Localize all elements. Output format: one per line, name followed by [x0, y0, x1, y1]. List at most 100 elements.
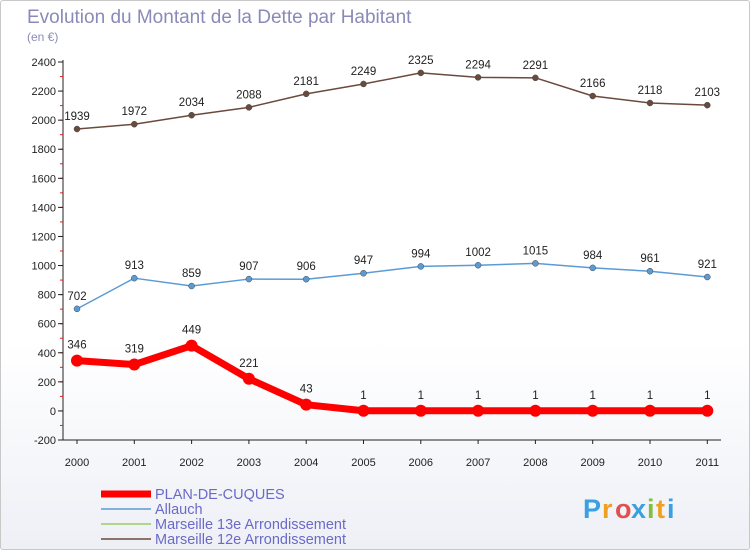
y-tick-label: 1000 — [32, 261, 56, 273]
x-tick-label: 2005 — [351, 457, 375, 469]
data-label: 994 — [411, 248, 431, 260]
x-tick-label: 2006 — [409, 457, 433, 469]
data-label: 1 — [589, 390, 595, 402]
data-point — [302, 275, 310, 283]
legend-label: Marseille 13e Arrondissement — [155, 517, 346, 533]
logo-letter: i — [667, 494, 675, 524]
data-label: 2088 — [236, 89, 262, 101]
data-label: 1972 — [122, 106, 148, 118]
logo-letter: r — [602, 494, 613, 524]
data-point — [188, 111, 195, 119]
series-line — [76, 262, 709, 310]
data-label: 2181 — [293, 76, 319, 88]
logo-letter: i — [647, 494, 655, 524]
data-point — [131, 274, 138, 282]
logo-letter: x — [631, 494, 646, 524]
y-tick-label: 200 — [38, 377, 56, 389]
data-label: 1 — [532, 390, 538, 402]
x-tick-label: 2000 — [65, 457, 89, 469]
data-label: 921 — [698, 259, 717, 271]
data-point — [360, 80, 367, 88]
data-label: 2034 — [179, 97, 205, 109]
y-tick-label: 0 — [50, 406, 56, 418]
data-label: 947 — [354, 255, 373, 267]
x-tick-label: 2004 — [294, 457, 318, 469]
data-point — [532, 74, 539, 82]
data-label: 1002 — [465, 247, 491, 259]
legend-label: Allauch — [155, 502, 203, 518]
data-point — [71, 354, 83, 367]
data-point — [242, 372, 255, 385]
data-point — [245, 104, 253, 111]
data-label: 43 — [300, 384, 313, 396]
data-label: 2103 — [695, 87, 721, 99]
x-tick-label: 2010 — [638, 457, 662, 469]
data-label: 1015 — [523, 245, 549, 257]
data-point — [472, 404, 485, 417]
data-point — [73, 305, 81, 313]
data-point — [417, 263, 425, 270]
data-point — [357, 404, 370, 417]
y-tick-label: 1200 — [32, 231, 56, 243]
y-tick-label: -200 — [34, 435, 56, 447]
x-tick-label: 2001 — [122, 457, 146, 469]
data-label: 1 — [360, 390, 366, 402]
data-label: 702 — [67, 291, 86, 303]
data-label: 319 — [125, 344, 144, 356]
series-line — [76, 72, 709, 130]
data-point — [360, 269, 367, 277]
data-point — [704, 101, 711, 109]
y-tick-label: 1600 — [32, 173, 56, 185]
data-label: 1 — [418, 390, 424, 402]
data-point — [131, 120, 138, 128]
data-label: 984 — [583, 250, 603, 262]
data-point — [586, 404, 599, 417]
data-label: 2294 — [465, 59, 491, 71]
y-tick-label: 2200 — [32, 86, 56, 98]
data-point — [245, 275, 253, 283]
data-labels: 702 913 859 907 906 947 994 1002 1015 984 961 921 19… — [64, 55, 720, 402]
data-label: 1 — [704, 390, 710, 402]
y-tick-label: 600 — [38, 319, 56, 331]
data-label: 2325 — [408, 55, 434, 67]
x-tick-label: 2002 — [179, 457, 203, 469]
data-label: 859 — [182, 268, 201, 280]
data-label: 2166 — [580, 78, 606, 90]
data-point — [646, 99, 654, 107]
data-label: 913 — [125, 260, 144, 272]
y-tick-label: 800 — [38, 290, 56, 302]
data-label: 1 — [647, 390, 653, 402]
data-label: 2118 — [638, 85, 663, 97]
data-label: 346 — [67, 340, 86, 352]
data-point — [73, 125, 81, 133]
data-label: 1 — [475, 390, 481, 402]
data-label: 221 — [239, 358, 258, 370]
data-point — [529, 404, 542, 417]
legend-label: Marseille 12e Arrondissement — [155, 532, 346, 548]
data-label: 2249 — [351, 66, 377, 78]
y-tick-label: 2400 — [32, 57, 56, 69]
data-label: 2291 — [523, 60, 549, 72]
data-point — [589, 264, 596, 272]
data-point — [185, 339, 198, 352]
data-label: 449 — [182, 325, 201, 337]
series-line — [73, 342, 711, 415]
data-point — [417, 69, 425, 77]
y-tick-label: 1800 — [32, 144, 56, 156]
data-point — [474, 261, 482, 269]
chart-title: Evolution du Montant de la Dette par Hab… — [27, 7, 412, 28]
x-tick-label: 2008 — [523, 457, 547, 469]
data-point — [704, 273, 711, 281]
chart-subtitle: (en €) — [27, 30, 58, 44]
data-label: 906 — [297, 261, 316, 273]
y-tick-label: 400 — [38, 348, 56, 360]
y-tick-label: 1400 — [32, 202, 56, 214]
data-label: 907 — [239, 261, 258, 273]
data-point — [128, 358, 141, 371]
x-tick-label: 2007 — [466, 457, 490, 469]
data-point — [701, 404, 714, 417]
x-tick-label: 2003 — [237, 457, 261, 469]
